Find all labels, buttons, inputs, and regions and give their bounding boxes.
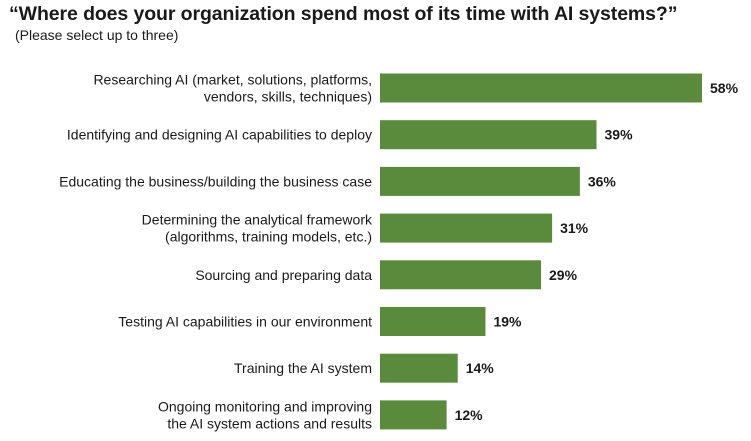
bar (380, 166, 580, 196)
bar-value-label: 19% (493, 314, 522, 330)
bar (380, 353, 458, 383)
category-label: Researching AI (market, solutions, platf… (93, 72, 372, 88)
bar-value-label: 58% (710, 80, 739, 96)
category-label: Testing AI capabilities in our environme… (118, 314, 372, 330)
category-label: (algorithms, training models, etc.) (165, 229, 372, 245)
bar (380, 213, 553, 243)
bar-value-label: 12% (455, 407, 484, 423)
category-label: Identifying and designing AI capabilitie… (67, 127, 372, 143)
bar-value-label: 36% (588, 173, 617, 189)
bar (380, 400, 447, 430)
category-label: Sourcing and preparing data (195, 267, 372, 283)
category-label: Educating the business/building the busi… (59, 173, 372, 189)
bar-value-label: 14% (466, 360, 495, 376)
bar (380, 73, 702, 103)
category-label: Determining the analytical framework (142, 212, 373, 228)
chart-title: “Where does your organization spend most… (9, 3, 678, 25)
bar-value-label: 31% (560, 220, 589, 236)
category-label: the AI system actions and results (167, 415, 372, 431)
bar-value-label: 29% (549, 267, 578, 283)
category-label: vendors, skills, techniques) (204, 89, 372, 105)
bar (380, 260, 541, 290)
category-label: Training the AI system (234, 360, 372, 376)
bar-value-label: 39% (605, 127, 634, 143)
category-label: Ongoing monitoring and improving (158, 398, 372, 414)
chart-subtitle: (Please select up to three) (15, 27, 179, 43)
bar (380, 307, 486, 336)
bar (380, 120, 597, 150)
